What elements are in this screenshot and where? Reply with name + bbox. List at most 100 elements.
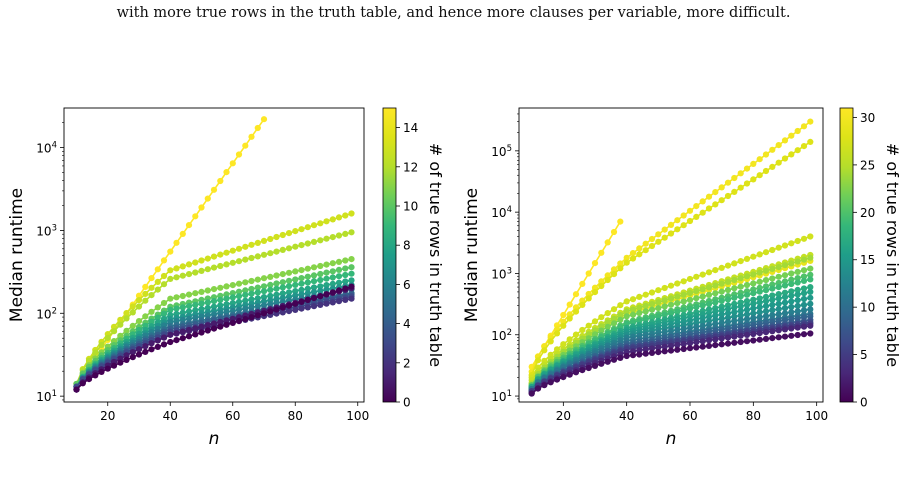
data-point: [304, 265, 311, 272]
data-point: [661, 311, 668, 318]
data-point: [680, 340, 687, 348]
series-2: [73, 229, 355, 388]
data-point: [348, 264, 355, 271]
colorbar-tick-label: 14: [403, 121, 418, 135]
series-1: [73, 210, 355, 388]
data-point: [285, 308, 293, 315]
y-tick-label: 102: [36, 306, 57, 321]
data-point: [598, 360, 605, 367]
data-point: [718, 341, 725, 348]
data-point: [724, 286, 732, 294]
data-point: [636, 309, 643, 317]
data-point: [737, 312, 744, 319]
data-point: [547, 351, 554, 358]
colorbar-tick-label: 25: [860, 158, 875, 172]
data-point: [737, 338, 744, 346]
data-point: [674, 300, 681, 307]
colorbar-tick-label: 5: [860, 348, 868, 362]
data-point: [323, 282, 330, 289]
data-point: [724, 334, 732, 341]
data-point: [185, 303, 193, 310]
data-point: [800, 307, 808, 314]
data-point: [229, 247, 236, 254]
data-point: [585, 295, 592, 302]
data-point: [273, 233, 280, 241]
data-point: [329, 268, 336, 275]
data-point: [260, 237, 268, 244]
data-point: [781, 333, 789, 340]
data-point: [648, 289, 656, 296]
series-2: [528, 138, 814, 379]
data-point: [242, 243, 249, 250]
data-point: [648, 345, 656, 352]
data-point: [661, 343, 668, 350]
colorbar-tick-label: 10: [860, 301, 875, 315]
data-point: [680, 212, 687, 219]
data-point: [788, 240, 795, 247]
data-point: [335, 279, 343, 286]
data-point: [173, 265, 180, 272]
data-point: [292, 228, 299, 235]
colorbar-tick-label: 20: [860, 206, 875, 220]
data-point: [235, 293, 243, 300]
data-point: [636, 245, 643, 252]
x-tick-label: 100: [805, 409, 828, 423]
data-point: [680, 291, 687, 298]
data-point: [623, 313, 630, 320]
data-point: [185, 222, 193, 229]
data-point: [610, 306, 618, 313]
data-point: [629, 311, 637, 318]
data-point: [800, 323, 808, 330]
data-point: [693, 273, 700, 280]
colorbar-tick-label: 0: [860, 396, 868, 410]
data-point: [598, 278, 605, 285]
data-point: [129, 309, 136, 316]
data-point: [699, 198, 706, 205]
data-point: [129, 303, 136, 310]
data-point: [718, 288, 725, 295]
data-point: [229, 319, 236, 326]
y-tick-label: 103: [36, 223, 57, 238]
data-point: [610, 320, 618, 327]
data-point: [317, 270, 324, 278]
data-point: [788, 298, 795, 305]
data-point: [686, 217, 694, 225]
data-point: [167, 306, 174, 313]
data-point: [348, 229, 355, 236]
data-point: [743, 273, 751, 280]
data-point: [623, 259, 630, 266]
plot-frame: [63, 107, 365, 403]
data-point: [85, 376, 93, 383]
y-tick-label: 103: [491, 266, 512, 281]
data-point: [623, 352, 630, 360]
data-point: [781, 282, 789, 289]
data-point: [762, 308, 770, 315]
data-point: [674, 280, 681, 287]
data-point: [142, 297, 149, 304]
data-point: [794, 291, 801, 298]
data-point: [198, 288, 205, 295]
data-point: [756, 156, 763, 163]
data-point: [686, 275, 694, 283]
data-point: [788, 332, 795, 339]
series-14: [73, 283, 355, 393]
data-point: [737, 293, 744, 300]
data-point: [142, 290, 149, 297]
data-point: [674, 341, 681, 348]
data-point: [743, 311, 751, 318]
data-point: [655, 299, 662, 306]
data-point: [800, 273, 808, 280]
data-point: [160, 272, 168, 280]
data-point: [661, 297, 668, 304]
data-point: [179, 263, 186, 270]
data-point: [223, 249, 230, 256]
data-point: [699, 209, 706, 216]
data-point: [800, 123, 808, 130]
data-point: [750, 300, 757, 307]
data-point: [148, 308, 155, 315]
data-point: [788, 276, 795, 283]
data-point: [743, 165, 751, 172]
data-point: [229, 290, 236, 297]
data-point: [731, 276, 738, 284]
data-point: [661, 226, 668, 233]
